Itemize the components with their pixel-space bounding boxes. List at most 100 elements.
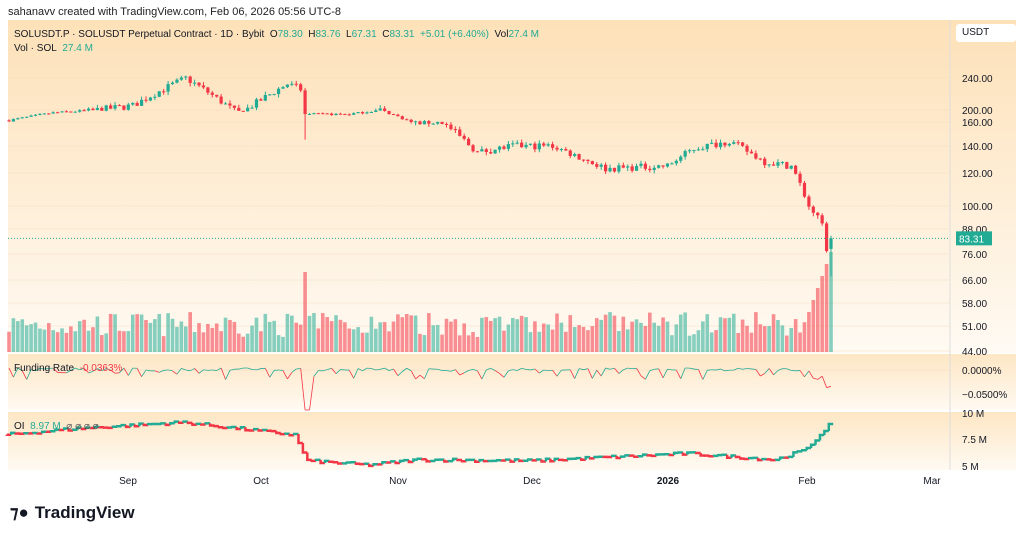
volume-bar	[29, 324, 33, 352]
funding-line-segment	[181, 368, 186, 371]
funding-line-segment	[720, 368, 726, 372]
oi-step	[142, 423, 149, 427]
candle-body	[153, 96, 157, 98]
currency-button[interactable]: USDT	[956, 24, 1016, 42]
price-tick-label: 66.00	[962, 276, 987, 287]
funding-line-segment	[768, 368, 774, 376]
candle-body	[568, 150, 572, 156]
funding-line-segment	[698, 369, 704, 380]
candle-body	[692, 150, 696, 152]
volume-bar	[457, 335, 462, 352]
candle-body	[444, 123, 449, 125]
oi-step	[337, 462, 343, 465]
candle-body	[621, 165, 625, 168]
price-tick-label: 160.00	[962, 118, 993, 129]
volume-bar	[113, 314, 117, 352]
oi-step	[222, 426, 228, 430]
funding-line-segment	[388, 368, 394, 371]
volume-bar	[586, 330, 590, 352]
candle-body	[807, 196, 811, 207]
funding-line-segment	[190, 368, 195, 372]
funding-line-segment	[614, 367, 620, 374]
volume-bar	[46, 323, 51, 352]
oi-step	[593, 455, 599, 459]
oi-step	[319, 459, 325, 465]
candle-body	[374, 110, 378, 112]
funding-line-segment	[813, 377, 818, 380]
candle-body	[687, 150, 692, 152]
oi-step	[482, 459, 489, 463]
funding-line-segment	[618, 369, 624, 374]
volume-bar	[51, 330, 55, 352]
volume-bar	[325, 317, 329, 352]
oi-step	[111, 425, 118, 429]
funding-line-segment	[362, 367, 368, 372]
funding-line-segment	[154, 370, 160, 373]
oi-step	[739, 456, 745, 460]
funding-line-segment	[159, 370, 164, 373]
candle-body	[144, 99, 148, 101]
funding-line-segment	[821, 376, 827, 388]
funding-line-segment	[419, 374, 425, 380]
candle-body	[458, 129, 462, 136]
volume-bar	[91, 327, 95, 352]
funding-line-segment	[8, 367, 14, 378]
oi-step	[182, 420, 188, 423]
oi-step	[535, 458, 542, 461]
oi-step	[531, 459, 538, 462]
volume-bar	[153, 319, 157, 352]
volume-bar	[762, 326, 767, 352]
volume-bar	[276, 335, 281, 352]
volume-bar	[139, 314, 144, 352]
funding-line-segment	[539, 369, 544, 374]
candle-body	[20, 117, 24, 119]
funding-line-segment	[472, 368, 478, 372]
candle-body	[95, 107, 99, 111]
candle-body	[170, 82, 175, 85]
oi-step	[390, 460, 396, 463]
volume-bar	[731, 313, 736, 352]
funding-line-segment	[738, 367, 743, 370]
candle-body	[356, 112, 360, 114]
oi-step	[818, 433, 825, 441]
oi-step	[301, 443, 308, 454]
candle-body	[312, 113, 316, 115]
volume-bar	[427, 313, 431, 352]
date-tick-label: Sep	[119, 476, 137, 487]
close-value: 83.31	[389, 29, 415, 40]
candle-body	[696, 149, 701, 151]
funding-line-segment	[30, 369, 36, 372]
candle-body	[281, 87, 285, 89]
candle-body	[520, 142, 524, 148]
candle-body	[559, 149, 564, 151]
volume-bar	[546, 324, 550, 352]
funding-line-segment	[548, 369, 553, 372]
oi-step	[443, 459, 449, 463]
funding-line-segment	[106, 368, 111, 371]
volume-bar	[343, 322, 347, 352]
volume-bar	[497, 316, 502, 352]
candle-body	[480, 149, 484, 152]
volume-bar	[272, 320, 276, 352]
candle-body	[714, 142, 718, 148]
volume-bar	[785, 335, 789, 352]
oi-settings-icons[interactable]: ⌀ ⌀ ⌀ ⌀	[66, 421, 99, 432]
oi-step	[650, 454, 657, 458]
volume-bar	[581, 326, 586, 352]
candle-body	[493, 149, 497, 154]
volume-bar	[488, 320, 493, 352]
candle-body	[586, 159, 590, 162]
candle-body	[794, 165, 798, 174]
candle-body	[745, 145, 749, 152]
candle-body	[771, 164, 776, 166]
oi-step	[513, 458, 520, 462]
oi-step	[681, 452, 688, 456]
funding-line-segment	[716, 368, 721, 371]
volume-bar	[232, 321, 237, 352]
volume-bar	[674, 324, 679, 352]
price-tick-label: 58.00	[962, 299, 987, 310]
funding-line-segment	[194, 368, 200, 374]
volume-bar	[541, 323, 546, 352]
candle-body	[608, 167, 612, 172]
